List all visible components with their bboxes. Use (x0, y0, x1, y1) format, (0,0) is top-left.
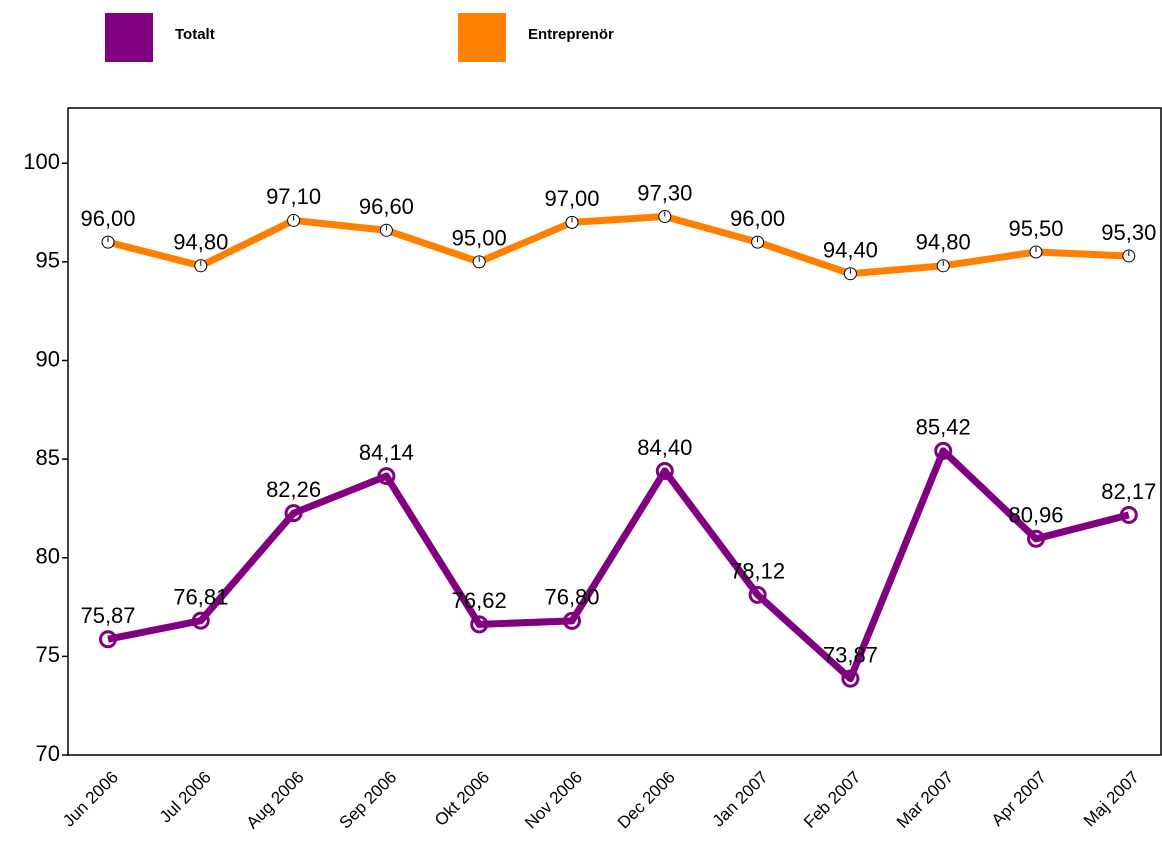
plot-frame (67, 107, 1162, 756)
data-label: 94,80 (916, 230, 971, 255)
x-tick-label: Jun 2006 (59, 768, 122, 831)
x-tick-label: Mar 2007 (893, 768, 957, 832)
x-tick-label: Okt 2006 (431, 768, 493, 830)
y-tick-label: 75 (36, 642, 60, 667)
point-marker (194, 259, 208, 273)
data-label: 96,00 (730, 206, 785, 231)
data-label: 73,87 (823, 642, 878, 667)
data-label: 75,87 (80, 603, 135, 628)
data-label: 84,40 (637, 435, 692, 460)
data-label: 76,81 (173, 584, 228, 609)
data-label: 78,12 (730, 559, 785, 584)
x-tick-label: Feb 2007 (800, 768, 864, 832)
point-marker (655, 461, 674, 480)
data-label: 96,00 (80, 206, 135, 231)
point-marker (658, 209, 672, 223)
legend-label: Totalt (175, 26, 215, 43)
y-tick-label: 95 (36, 248, 60, 273)
data-label: 82,26 (266, 477, 321, 502)
data-label: 95,30 (1101, 220, 1156, 245)
data-label: 97,30 (637, 180, 692, 205)
data-label: 84,14 (359, 440, 414, 465)
point-marker (99, 630, 117, 649)
point-marker (841, 669, 860, 688)
point-marker (101, 235, 115, 249)
point-marker (936, 259, 950, 273)
point-marker (748, 585, 767, 604)
data-label: 95,00 (452, 226, 507, 251)
point-marker (377, 467, 396, 486)
point-marker (287, 213, 301, 227)
point-marker (563, 611, 581, 630)
point-marker (470, 615, 489, 634)
series-line (107, 212, 1129, 278)
y-tick-label: 90 (36, 346, 60, 371)
data-label: 97,10 (266, 184, 321, 209)
point-marker (191, 611, 210, 630)
x-tick-label: Sep 2006 (335, 768, 400, 833)
point-marker (472, 255, 486, 269)
x-tick-label: Aug 2006 (243, 768, 308, 833)
data-label: 97,00 (544, 186, 599, 211)
point-marker (843, 267, 857, 281)
x-tick-label: Dec 2006 (614, 768, 679, 833)
series-line (107, 447, 1130, 683)
y-tick-label: 85 (36, 445, 60, 470)
x-tick-label: Jan 2007 (709, 768, 772, 831)
data-label: 82,17 (1101, 479, 1156, 504)
point-marker (751, 235, 765, 249)
point-marker (1122, 249, 1136, 263)
data-label: 76,62 (452, 588, 507, 613)
point-marker (284, 504, 303, 523)
data-label: 85,42 (916, 415, 971, 440)
point-marker (1119, 505, 1138, 524)
data-label: 94,80 (173, 230, 228, 255)
x-tick-label: Maj 2007 (1080, 768, 1143, 831)
y-tick-label: 100 (23, 149, 60, 174)
point-marker (1029, 245, 1043, 259)
point-marker (934, 441, 953, 460)
data-label: 95,50 (1008, 216, 1063, 241)
legend-swatch (458, 13, 506, 62)
point-marker (1027, 529, 1045, 548)
y-tick-label: 70 (36, 741, 60, 766)
x-tick-label: Apr 2007 (988, 768, 1050, 830)
y-tick-label: 80 (36, 544, 60, 569)
data-label: 80,96 (1008, 503, 1063, 528)
x-tick-label: Nov 2006 (521, 768, 586, 833)
legend-swatch (105, 13, 153, 62)
data-label: 94,40 (823, 238, 878, 263)
legend-label: Entreprenör (528, 26, 614, 43)
point-marker (379, 223, 393, 237)
x-tick-label: Jul 2006 (156, 768, 215, 827)
data-label: 96,60 (359, 194, 414, 219)
data-label: 76,80 (544, 585, 599, 610)
point-marker (565, 215, 579, 229)
